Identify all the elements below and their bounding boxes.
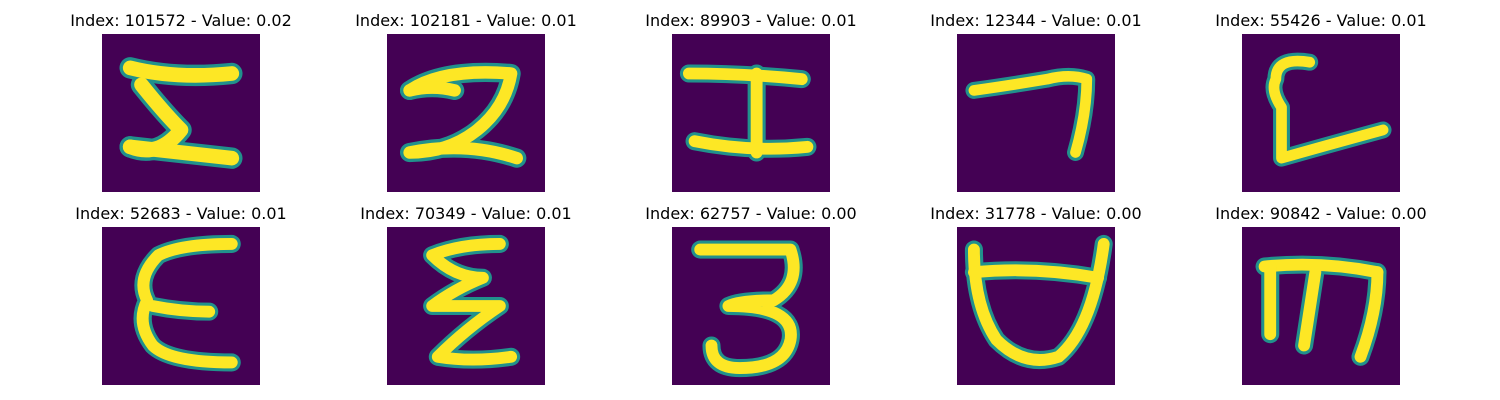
cell-title: Index: 31778 - Value: 0.00: [930, 204, 1142, 223]
grid-cell: Index: 101572 - Value: 0.02: [36, 11, 326, 201]
cell-title: Index: 52683 - Value: 0.01: [75, 204, 287, 223]
grid-cell: Index: 90842 - Value: 0.00: [1176, 204, 1466, 394]
glyph-image: [387, 227, 545, 385]
glyph-image: [957, 227, 1115, 385]
glyph-image: [1242, 34, 1400, 192]
grid-cell: Index: 102181 - Value: 0.01: [321, 11, 611, 201]
glyph-image: [672, 34, 830, 192]
cell-title: Index: 62757 - Value: 0.00: [645, 204, 857, 223]
grid-cell: Index: 12344 - Value: 0.01: [891, 11, 1181, 201]
glyph-image: [672, 227, 830, 385]
cell-title: Index: 90842 - Value: 0.00: [1215, 204, 1427, 223]
grid-cell: Index: 55426 - Value: 0.01: [1176, 11, 1466, 201]
grid-cell: Index: 31778 - Value: 0.00: [891, 204, 1181, 394]
grid-cell: Index: 70349 - Value: 0.01: [321, 204, 611, 394]
glyph-image: [387, 34, 545, 192]
cell-title: Index: 101572 - Value: 0.02: [70, 11, 292, 30]
cell-title: Index: 89903 - Value: 0.01: [645, 11, 857, 30]
cell-title: Index: 55426 - Value: 0.01: [1215, 11, 1427, 30]
grid-cell: Index: 52683 - Value: 0.01: [36, 204, 326, 394]
grid-cell: Index: 89903 - Value: 0.01: [606, 11, 896, 201]
glyph-image: [957, 34, 1115, 192]
glyph-image: [102, 227, 260, 385]
cell-title: Index: 70349 - Value: 0.01: [360, 204, 572, 223]
grid-cell: Index: 62757 - Value: 0.00: [606, 204, 896, 394]
cell-title: Index: 12344 - Value: 0.01: [930, 11, 1142, 30]
glyph-image: [1242, 227, 1400, 385]
glyph-image: [102, 34, 260, 192]
cell-title: Index: 102181 - Value: 0.01: [355, 11, 577, 30]
